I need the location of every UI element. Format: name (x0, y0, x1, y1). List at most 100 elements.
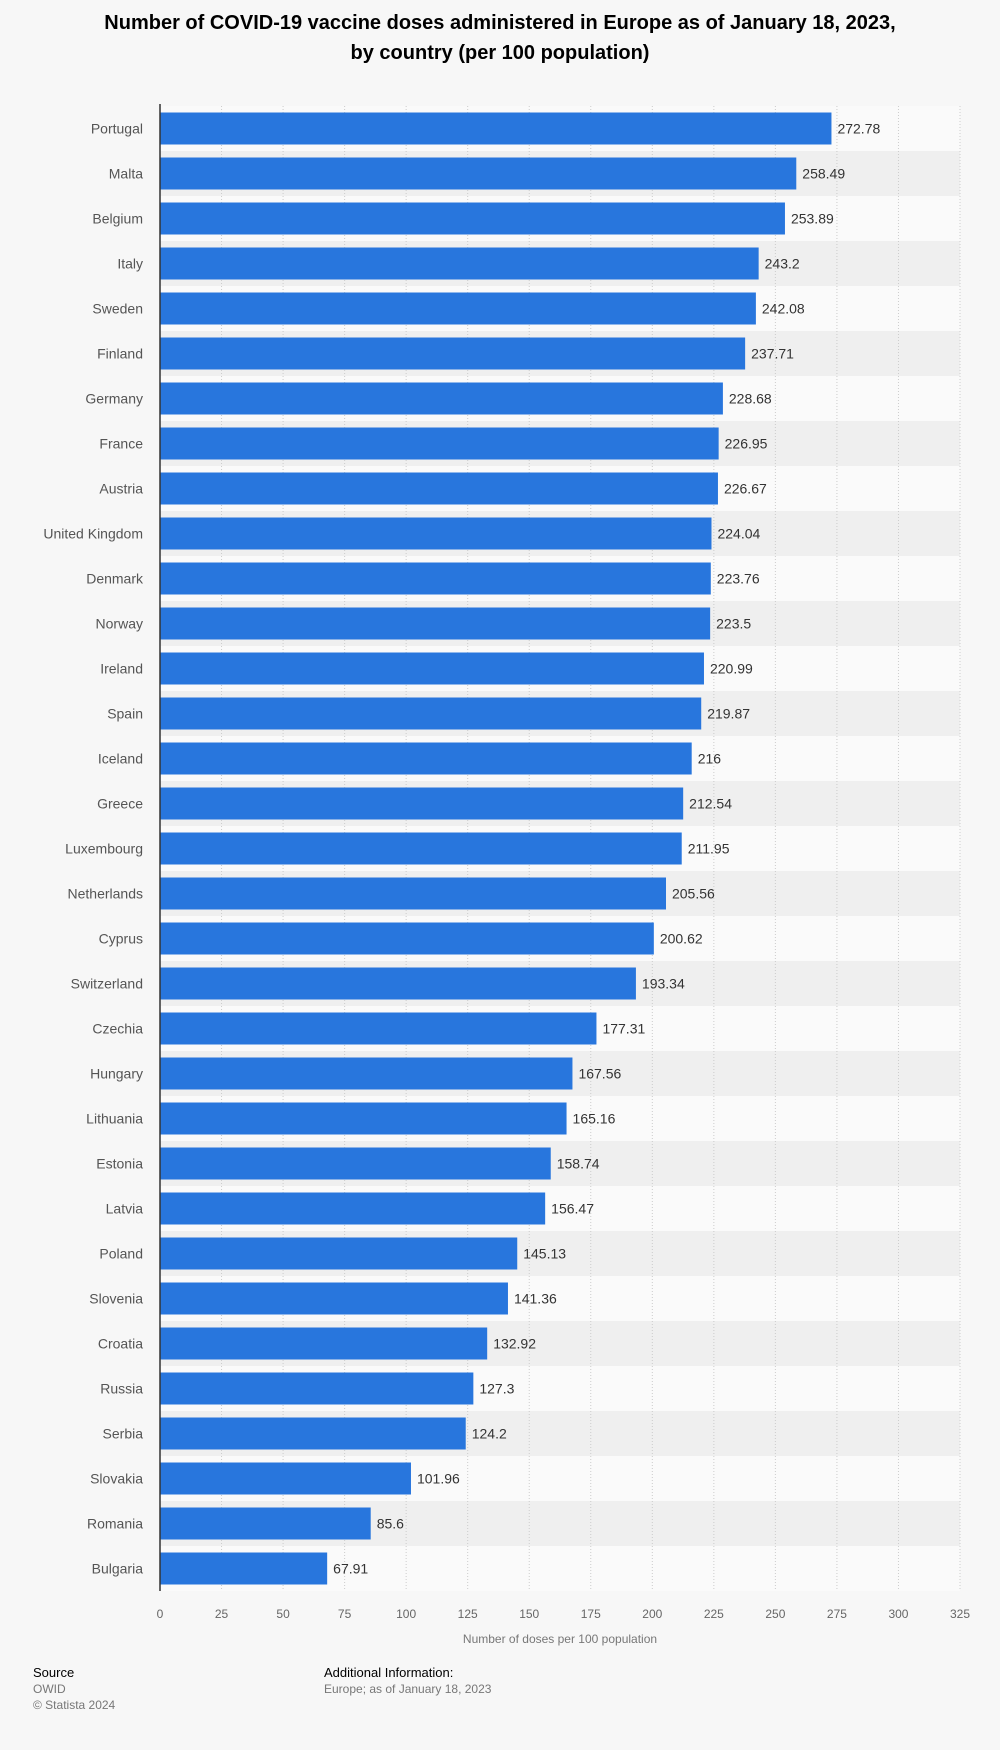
x-tick-label: 175 (581, 1607, 601, 1621)
category-label: Iceland (98, 751, 143, 767)
x-tick-label: 300 (888, 1607, 908, 1621)
bar-value-label: 158.74 (557, 1156, 600, 1172)
bar (160, 337, 746, 370)
x-tick-label: 100 (396, 1607, 416, 1621)
bar-value-label: 242.08 (762, 301, 805, 317)
category-label: Finland (97, 346, 143, 362)
category-label: Russia (100, 1381, 143, 1397)
category-label: Latvia (106, 1201, 144, 1217)
bar (160, 1552, 328, 1585)
bar-value-label: 216 (698, 751, 722, 767)
x-tick-label: 200 (642, 1607, 662, 1621)
bar (160, 517, 712, 550)
category-label: Ireland (100, 661, 143, 677)
x-axis-title: Number of doses per 100 population (463, 1632, 657, 1646)
bar-value-label: 211.95 (688, 841, 730, 857)
bar-value-label: 205.56 (672, 886, 715, 902)
bar-value-label: 212.54 (689, 796, 732, 812)
bar (160, 247, 759, 280)
x-tick-label: 225 (704, 1607, 724, 1621)
copyright-text: © Statista 2024 (33, 1698, 116, 1712)
x-tick-label: 50 (276, 1607, 290, 1621)
bar-value-label: 101.96 (417, 1471, 460, 1487)
bar (160, 1147, 551, 1180)
bar (160, 202, 785, 235)
category-label: Spain (107, 706, 143, 722)
category-label: Portugal (91, 121, 143, 137)
category-label: Italy (117, 256, 143, 272)
chart-title-line-2: by country (per 100 population) (350, 42, 650, 64)
category-label: Cyprus (99, 931, 143, 947)
bar-value-label: 85.6 (377, 1516, 404, 1532)
bar-value-label: 258.49 (802, 166, 845, 182)
category-label: United Kingdom (43, 526, 143, 542)
bar (160, 697, 702, 730)
source-name: OWID (33, 1682, 66, 1696)
bar-value-label: 200.62 (660, 931, 703, 947)
bar (160, 967, 636, 1000)
category-label: Belgium (92, 211, 143, 227)
x-tick-label: 275 (827, 1607, 847, 1621)
bar (160, 652, 704, 685)
category-label: Serbia (103, 1426, 144, 1442)
bar-value-label: 141.36 (514, 1291, 557, 1307)
bar (160, 1372, 474, 1405)
bar (160, 472, 718, 505)
bar (160, 1507, 371, 1540)
chart-title-line-1: Number of COVID-19 vaccine doses adminis… (104, 12, 896, 34)
bar-value-label: 145.13 (523, 1246, 566, 1262)
category-label: Bulgaria (92, 1561, 144, 1577)
bar-value-label: 132.92 (493, 1336, 536, 1352)
bar-value-label: 226.67 (724, 481, 767, 497)
category-label: Sweden (92, 301, 143, 317)
bar-value-label: 220.99 (710, 661, 753, 677)
x-tick-label: 25 (215, 1607, 229, 1621)
bar-value-label: 165.16 (573, 1111, 616, 1127)
bar-value-label: 223.76 (717, 571, 760, 587)
bar-value-label: 167.56 (578, 1066, 621, 1082)
bar (160, 607, 711, 640)
bar (160, 742, 692, 775)
bar-value-label: 177.31 (602, 1021, 645, 1037)
bar-value-label: 193.34 (642, 976, 685, 992)
bar (160, 1462, 411, 1495)
category-label: Switzerland (71, 976, 143, 992)
bar (160, 1282, 508, 1315)
category-label: Poland (99, 1246, 143, 1262)
chart-title: Number of COVID-19 vaccine doses adminis… (40, 8, 960, 68)
category-label: Estonia (96, 1156, 143, 1172)
bar (160, 832, 682, 865)
bar-value-label: 156.47 (551, 1201, 594, 1217)
bar-value-label: 223.5 (716, 616, 751, 632)
category-label: Malta (109, 166, 143, 182)
bar (160, 787, 684, 820)
category-label: Croatia (98, 1336, 143, 1352)
bar (160, 562, 711, 595)
bar (160, 382, 723, 415)
x-tick-label: 75 (338, 1607, 352, 1621)
x-tick-label: 250 (765, 1607, 785, 1621)
x-tick-label: 150 (519, 1607, 539, 1621)
category-label: Netherlands (68, 886, 144, 902)
category-label: Germany (85, 391, 143, 407)
bar (160, 157, 797, 190)
category-label: Slovakia (90, 1471, 143, 1487)
category-label: Greece (97, 796, 143, 812)
bar (160, 1057, 573, 1090)
bar (160, 1102, 567, 1135)
category-label: Slovenia (89, 1291, 143, 1307)
bar (160, 922, 654, 955)
additional-info-text: Europe; as of January 18, 2023 (324, 1682, 492, 1696)
category-label: Lithuania (86, 1111, 143, 1127)
category-label: Czechia (92, 1021, 143, 1037)
bar (160, 1237, 518, 1270)
bar-value-label: 253.89 (791, 211, 834, 227)
bar (160, 292, 756, 325)
bar (160, 427, 719, 460)
bar (160, 1012, 597, 1045)
x-tick-label: 125 (458, 1607, 478, 1621)
bar (160, 877, 666, 910)
category-label: Norway (96, 616, 143, 632)
bar (160, 1192, 546, 1225)
bar-chart: 0 25 50 75 100 125 150 175 200 225 250 275 300 325 272… (43, 104, 970, 1646)
